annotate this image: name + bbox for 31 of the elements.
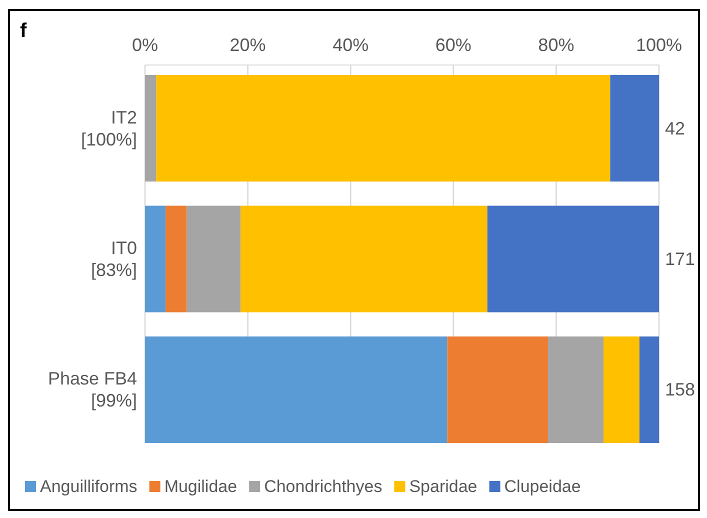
bar	[145, 75, 156, 182]
y-tick-label: Phase FB4 [99%]	[48, 368, 137, 411]
legend-label: Anguilliforms	[40, 477, 138, 496]
x-tick-label: 60%	[435, 35, 472, 55]
y-tick-label: IT2 [100%]	[80, 107, 137, 150]
y-tick-label: IT0 [83%]	[90, 238, 137, 280]
text: 42	[665, 118, 686, 138]
bar	[447, 336, 548, 443]
bar	[548, 336, 604, 443]
bar	[487, 206, 659, 312]
bar	[186, 206, 241, 312]
bar	[240, 206, 488, 312]
x-tick-label: 40%	[332, 35, 369, 55]
bar	[156, 75, 610, 182]
x-tick-label: 20%	[230, 35, 266, 55]
bar	[145, 336, 448, 443]
bar	[610, 75, 659, 182]
bar	[603, 336, 640, 443]
chart-title: f	[20, 20, 27, 42]
legend-label: Mugilidae	[164, 477, 238, 496]
legend-label: Chondrichthyes	[264, 477, 382, 496]
text: 171	[665, 249, 696, 269]
text: 158	[665, 380, 696, 400]
x-tick-label: 0%	[132, 35, 158, 55]
bar	[639, 336, 659, 443]
bar	[166, 206, 187, 312]
x-tick-label: 100%	[636, 35, 682, 55]
legend-label: Clupeidae	[504, 477, 581, 496]
legend-label: Sparidae	[409, 477, 478, 496]
x-tick-label: 80%	[538, 35, 574, 55]
bar	[145, 206, 166, 312]
